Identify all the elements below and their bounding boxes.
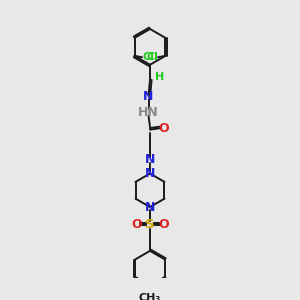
Text: O: O (158, 218, 169, 231)
Text: HN: HN (138, 106, 158, 119)
Text: S: S (145, 218, 155, 231)
Text: N: N (145, 167, 155, 180)
Text: Cl: Cl (146, 52, 158, 62)
Text: O: O (131, 218, 142, 231)
Text: N: N (143, 90, 154, 103)
Text: O: O (158, 122, 169, 135)
Text: N: N (145, 200, 155, 214)
Text: CH₃: CH₃ (139, 292, 161, 300)
Text: N: N (145, 154, 155, 166)
Text: H: H (154, 72, 164, 82)
Text: Cl: Cl (142, 52, 154, 62)
